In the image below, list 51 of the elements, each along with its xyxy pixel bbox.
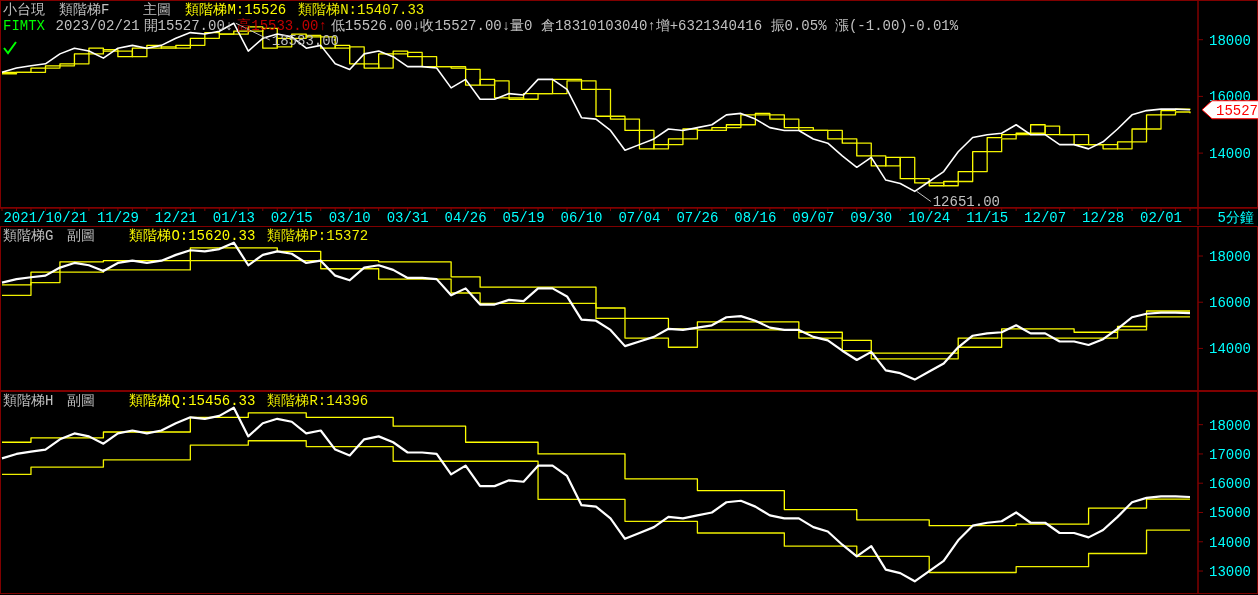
y-tick-label: 17000 <box>1208 446 1252 463</box>
x-tick-label: 03/31 <box>386 210 429 226</box>
x-tick-label: 11/15 <box>966 210 1009 226</box>
annotation: 開15527.00↓ <box>143 18 234 34</box>
x-tick-label: 2021/10/21 <box>3 210 88 226</box>
x-tick-label: 07/26 <box>676 210 719 226</box>
x-tick-label: 11/29 <box>96 210 139 226</box>
x-tick-label: 05/19 <box>502 210 545 226</box>
chart-subtitle: 類階梯F <box>59 2 110 18</box>
y-tick-label: 14000 <box>1208 146 1252 163</box>
x-tick-label: 12/07 <box>1024 210 1067 226</box>
x-tick-label: 08/16 <box>734 210 777 226</box>
series-label: 類階梯M:15526 <box>185 2 287 18</box>
x-tick-label: 03/10 <box>328 210 371 226</box>
x-tick-label: 09/07 <box>792 210 835 226</box>
text: 類階梯R:14396 <box>267 393 369 409</box>
annotation: 主圖 <box>143 2 172 18</box>
y-tick-label: 18000 <box>1208 32 1252 49</box>
annotation: 低15526.00↓收15527.00↓量0 倉18310103040↑增+6321340416 振0.05% 漲(-1.00)-0.01% <box>330 18 959 34</box>
y-tick-label: 18000 <box>1208 249 1252 266</box>
series-label: 類階梯N:15407.33 <box>298 2 425 18</box>
chart-title: 類階梯G <box>3 228 54 244</box>
text: 15527 <box>1216 102 1258 119</box>
x-axis-title: 5分鐘 <box>1217 210 1254 226</box>
x-tick-label: 02/15 <box>270 210 313 226</box>
x-tick-label: 02/01 <box>1140 210 1183 226</box>
x-tick-label: 09/30 <box>850 210 893 226</box>
x-tick-label: 12/21 <box>154 210 197 226</box>
x-tick-label: 07/04 <box>618 210 661 226</box>
annotation: FIMTX <box>3 18 46 34</box>
series-label: 類階梯O:15620.33 <box>129 228 256 244</box>
y-tick-label: 18000 <box>1208 417 1252 434</box>
series-label: 類階梯P:15372 <box>267 228 369 244</box>
y-tick-label: 16000 <box>1208 476 1252 493</box>
annotation: 2023/02/21 <box>55 18 140 34</box>
chart-subtitle: 副圖 <box>67 228 96 244</box>
y-tick-label: 13000 <box>1208 564 1252 581</box>
chart-subtitle: 副圖 <box>67 393 96 409</box>
y-tick-label: 14000 <box>1208 341 1252 358</box>
chart-title: 類階梯H <box>3 393 54 409</box>
x-tick-label: 06/10 <box>560 210 603 226</box>
x-tick-label: 01/13 <box>212 210 255 226</box>
y-tick-label: 14000 <box>1208 534 1252 551</box>
annotation: 12651.00 <box>932 194 1000 211</box>
series-label: 類階梯Q:15456.33 <box>129 393 256 409</box>
chart-title: 小台現 <box>3 2 45 18</box>
y-tick-label: 15000 <box>1208 505 1252 522</box>
x-tick-label: 12/28 <box>1082 210 1125 226</box>
x-tick-label: 04/26 <box>444 210 487 226</box>
y-tick-label: 16000 <box>1208 295 1252 312</box>
x-tick-label: 10/24 <box>908 210 951 226</box>
